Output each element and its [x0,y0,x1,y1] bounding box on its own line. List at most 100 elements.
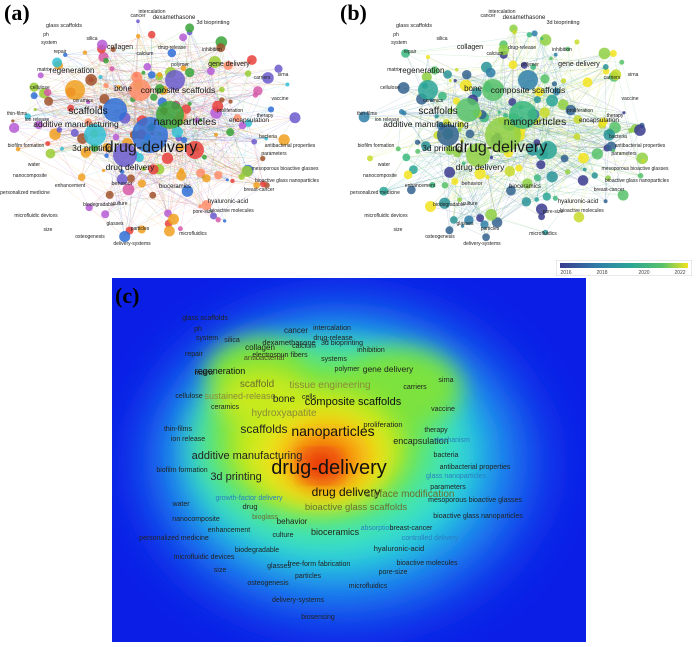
network-node [214,171,222,179]
network-node [285,82,289,86]
network-node [515,165,522,172]
network-node [78,173,86,181]
network-node [599,48,611,60]
network-label: silica [436,36,447,42]
network-label: therapy [257,113,274,119]
network-label: antibacterial properties [265,143,316,149]
network-node [268,106,274,112]
network-node [396,146,401,151]
network-node [451,178,458,185]
network-label: sirna [278,72,289,78]
network-node [168,214,179,225]
density-label-microfluidic-devices: microfluidic devices [174,554,235,561]
network-label: composite scaffolds [141,85,216,95]
density-label-behavior: behavior [277,517,308,526]
network-node [449,79,452,82]
network-label: system [41,40,57,46]
density-label-polymer: polymer [335,366,361,373]
density-label-delivery-systems: delivery-systems [272,597,325,604]
network-node [179,33,187,41]
network-node [230,179,234,183]
network-label: microfluidics [529,231,557,237]
legend-tick: 2020 [638,270,649,276]
network-label: drug delivery [456,162,505,172]
density-label-proliferation: proliferation [363,420,402,429]
network-node [554,53,558,57]
density-label-nanoparticles: nanoparticles [291,423,374,439]
network-node [415,149,420,154]
network-node [179,168,184,173]
network-node [534,174,541,181]
network-label: bioactive molecules [560,208,604,214]
density-label-glasses: glasses [267,563,291,570]
network-node [442,182,449,189]
network-node [106,191,114,199]
network-node [540,74,549,83]
density-label-bacteria: bacteria [434,452,459,459]
network-node [223,219,226,222]
network-label: regeneration [400,66,445,75]
network-label: dexamethasone [153,15,196,21]
density-label-drug-release: drug-release [313,335,352,342]
network-label: composite scaffolds [491,85,566,95]
network-node [634,124,646,136]
network-node [509,60,518,69]
network-label: drug-release [508,45,536,51]
network-node [136,19,140,23]
network-node [592,172,598,178]
network-node [198,205,202,209]
network-label: enhancement [55,183,86,189]
network-node [476,214,484,222]
network-label: glasses [457,221,474,227]
network-label: delivery-systems [463,241,501,247]
network-label: parameters [261,151,287,157]
network-label: parameters [611,151,637,157]
network-label: cellulose [380,85,400,91]
network-label: bone [464,84,482,93]
network-label: water [378,162,391,168]
density-label-ion-release: ion release [171,436,205,443]
network-node [138,179,146,187]
network-node [504,166,515,177]
density-label-3d-printing: 3d printing [210,471,261,483]
network-node [610,50,617,57]
network-label: bioactive molecules [210,208,254,214]
network-label: cellulose [30,85,50,91]
network-node [98,75,102,79]
year-color-legend: 2016 2018 2020 2022 [556,260,692,276]
network-label: bioactive glass nanoparticles [605,178,669,184]
network-node [141,71,145,75]
network-label: nanocomposite [13,173,47,179]
density-label-pore-size: pore-size [379,569,408,576]
network-label: carriers [254,75,271,81]
network-node [454,79,457,82]
network-label: therapy [607,113,624,119]
network-node [641,159,645,163]
network-label: sirna [628,72,639,78]
legend-tick: 2022 [674,270,685,276]
network-label: cancer [130,13,145,19]
density-label-sustained: sustained-release [204,391,275,401]
network-label: bioceramics [159,184,191,190]
network-node [536,160,545,169]
network-node [290,112,301,123]
density-label-culture: culture [272,532,293,539]
density-label-nanocomposite: nanocomposite [172,516,220,523]
density-label-biodegradable: biodegradable [235,547,279,554]
network-label: drug-release [158,45,186,51]
network-label: enhancement [405,183,436,189]
network-label: biofilm formation [358,143,395,149]
network-label: drug-delivery [105,139,197,156]
density-label-thin-films: thin-films [164,426,193,433]
network-label: ion release [375,117,400,123]
density-label-vaccine: vaccine [431,406,455,413]
density-label-bone: bone [273,394,296,405]
network-node [143,63,151,71]
density-label-bioactive-molecules: bioactive molecules [396,560,458,567]
network-label: bacteria [609,134,627,140]
network-label: personalized medicine [350,190,400,196]
network-node [103,58,109,64]
density-label-mesoporous-bioactive-glasses: mesoporous bioactive glasses [428,497,522,504]
